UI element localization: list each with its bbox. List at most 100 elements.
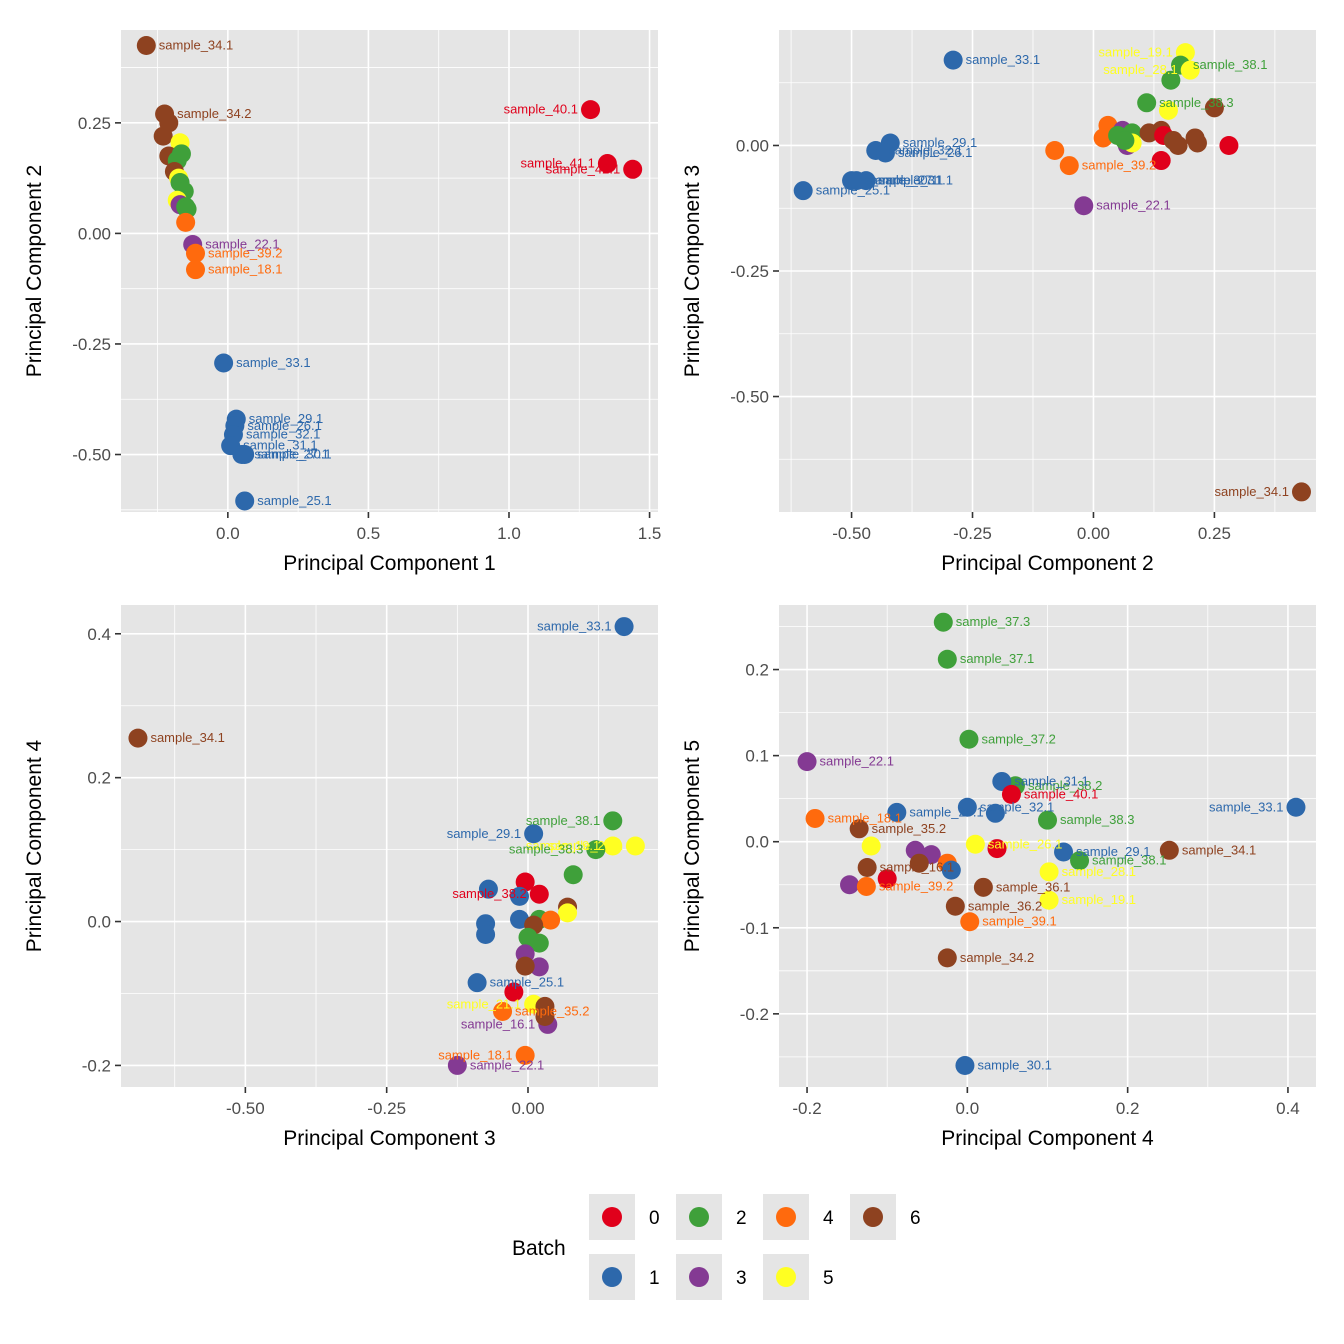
point-label: sample_38.1 bbox=[1193, 57, 1267, 72]
point-label: sample_42.1 bbox=[546, 161, 620, 176]
point-label: sample_33.1 bbox=[966, 52, 1040, 67]
point-label: sample_34.1 bbox=[150, 730, 224, 745]
point-label: sample_35.2 bbox=[872, 821, 946, 836]
point-label: sample_19.1 bbox=[526, 838, 600, 853]
data-point bbox=[955, 1055, 975, 1075]
data-point bbox=[558, 903, 578, 923]
y-tick-label: 0.00 bbox=[736, 136, 769, 155]
x-tick-label: 0.00 bbox=[1077, 524, 1110, 543]
x-axis-title: Principal Component 3 bbox=[283, 1127, 495, 1150]
legend-item-batch-6: 6 bbox=[850, 1194, 921, 1240]
points bbox=[136, 35, 643, 511]
legend-swatch bbox=[863, 1207, 883, 1227]
data-point bbox=[515, 872, 535, 892]
data-point bbox=[992, 771, 1012, 791]
data-point bbox=[535, 1006, 555, 1026]
point-label: sample_34.2 bbox=[960, 950, 1034, 965]
data-point bbox=[856, 876, 876, 896]
point-label: sample_36.2 bbox=[968, 898, 1042, 913]
point-label: sample_30.1 bbox=[864, 173, 938, 188]
points bbox=[128, 617, 645, 1075]
x-axis-title: Principal Component 1 bbox=[283, 552, 495, 575]
legend-swatch bbox=[602, 1207, 622, 1227]
data-point bbox=[1204, 98, 1224, 118]
data-point bbox=[186, 243, 206, 263]
x-tick-label: 0.5 bbox=[357, 524, 381, 543]
y-axis-title: Principal Component 4 bbox=[23, 739, 46, 952]
point-label: sample_39.2 bbox=[208, 245, 282, 260]
data-point bbox=[1054, 842, 1074, 862]
point-label: sample_16.1 bbox=[880, 860, 954, 875]
point-labels: sample_37.3 sample_37.1 sample_37.2 sample_… bbox=[820, 614, 1284, 1072]
point-labels: sample_33.1sample_29.1sample_32.1sample_… bbox=[816, 45, 1289, 499]
data-point bbox=[128, 728, 148, 748]
data-point bbox=[909, 853, 929, 873]
point-label: sample_33.1 bbox=[1209, 799, 1283, 814]
point-label: sample_18.1 bbox=[438, 1047, 512, 1062]
data-point bbox=[447, 1055, 467, 1075]
point-label: sample_29.1 bbox=[447, 826, 521, 841]
data-point bbox=[1039, 862, 1059, 882]
point-label: sample_38.1 bbox=[526, 813, 600, 828]
data-point bbox=[849, 819, 869, 839]
legend-title: Batch bbox=[512, 1237, 566, 1260]
point-label: sample_27.1 bbox=[254, 447, 328, 462]
point-label: sample_32.1 bbox=[246, 427, 320, 442]
legend-label: 1 bbox=[649, 1268, 660, 1289]
point-label: sample_22.1 bbox=[205, 236, 279, 251]
data-point bbox=[985, 803, 1005, 823]
data-point bbox=[987, 839, 1007, 859]
point-label: sample_31.1 bbox=[1014, 773, 1088, 788]
legend-swatch bbox=[689, 1267, 709, 1287]
x-tick-label: 1.0 bbox=[497, 524, 521, 543]
y-tick-label: 0.2 bbox=[745, 661, 769, 680]
data-point bbox=[842, 171, 862, 191]
y-tick-label: -0.25 bbox=[72, 335, 111, 354]
x-tick-label: 0.00 bbox=[511, 1099, 544, 1118]
panel-4: -0.2 0.0 0.2 0.4 -0.2 -0.1 0.0 0.1 0.2 Principal … bbox=[681, 605, 1316, 1150]
point-label: sample_39.2 bbox=[1082, 158, 1156, 173]
data-point bbox=[581, 100, 601, 120]
x-tick-label: 0.25 bbox=[1198, 524, 1231, 543]
point-label: sample_38.3 bbox=[1159, 95, 1233, 110]
point-label: sample_18.1 bbox=[208, 262, 282, 277]
data-point bbox=[586, 840, 606, 860]
data-point bbox=[153, 126, 173, 146]
point-label: sample_18.1 bbox=[828, 810, 902, 825]
panel-1: 0.0 0.5 1.0 1.5 -0.50 -0.25 0.00 0.25 Principal … bbox=[23, 30, 661, 575]
data-point bbox=[877, 869, 897, 889]
x-tick-label: -0.50 bbox=[226, 1099, 265, 1118]
legend-label: 4 bbox=[823, 1208, 834, 1229]
point-label: sample_25.1 bbox=[490, 975, 564, 990]
point-label: sample_25.1 bbox=[909, 804, 983, 819]
legend-swatch bbox=[776, 1207, 796, 1227]
point-label: sample_26.1 bbox=[898, 145, 972, 160]
point-label: sample_39.1 bbox=[982, 914, 1056, 929]
point-label: sample_34.1 bbox=[159, 37, 233, 52]
point-label: sample_40.1 bbox=[1024, 786, 1098, 801]
point-label: sample_19.1 bbox=[1062, 892, 1136, 907]
data-point bbox=[467, 973, 487, 993]
x-tick-label: -0.50 bbox=[832, 524, 871, 543]
data-point bbox=[793, 181, 813, 201]
y-tick-label: -0.2 bbox=[740, 1005, 769, 1024]
x-tick-label: 0.2 bbox=[1116, 1099, 1140, 1118]
data-point bbox=[515, 1045, 535, 1065]
point-label: sample_34.2 bbox=[177, 106, 251, 121]
point-label: sample_28.1 bbox=[548, 838, 622, 853]
data-point bbox=[1074, 196, 1094, 216]
point-label: sample_22.1 bbox=[1096, 198, 1170, 213]
legend: Batch 0 2 4 6 1 3 5 bbox=[512, 1194, 921, 1300]
data-point bbox=[524, 824, 544, 844]
x-tick-label: -0.25 bbox=[367, 1099, 406, 1118]
point-label: sample_31.1 bbox=[243, 438, 317, 453]
legend-label: 5 bbox=[823, 1268, 834, 1289]
point-label: sample_28.1 bbox=[1062, 864, 1136, 879]
data-point bbox=[1180, 60, 1200, 80]
point-label: sample_38.2 bbox=[1028, 778, 1102, 793]
x-tick-label: -0.25 bbox=[953, 524, 992, 543]
data-point bbox=[1187, 133, 1207, 153]
y-tick-label: 0.00 bbox=[78, 224, 111, 243]
point-label: sample_21.1 bbox=[447, 996, 521, 1011]
